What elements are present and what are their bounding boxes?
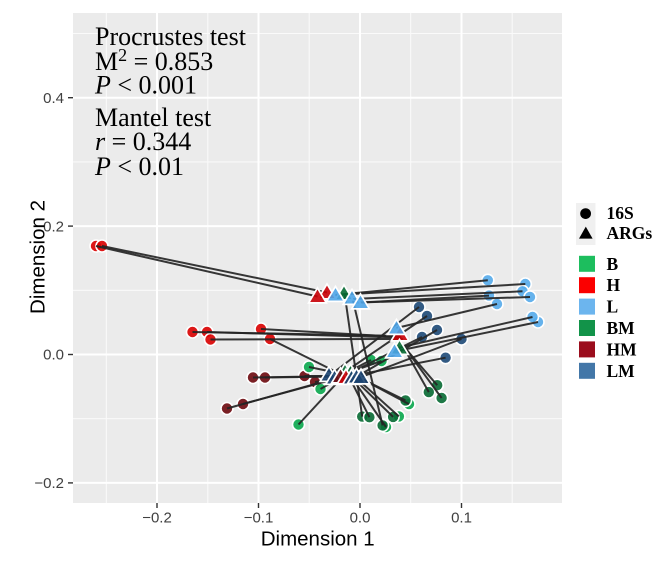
- svg-text:M2 = 0.853: M2 = 0.853: [95, 45, 213, 76]
- svg-text:Dimension 1: Dimension 1: [261, 528, 375, 551]
- svg-text:L: L: [607, 297, 619, 317]
- svg-text:Procrustes test: Procrustes test: [95, 22, 247, 51]
- svg-text:0.2: 0.2: [43, 218, 64, 235]
- svg-text:HM: HM: [607, 339, 638, 359]
- svg-text:P < 0.01: P < 0.01: [94, 152, 184, 181]
- svg-text:H: H: [607, 275, 621, 295]
- svg-text:r = 0.344: r = 0.344: [95, 127, 191, 156]
- svg-text:−0.1: −0.1: [244, 510, 274, 527]
- svg-text:−0.2: −0.2: [142, 510, 172, 527]
- svg-text:B: B: [607, 254, 619, 274]
- svg-text:0.1: 0.1: [451, 510, 472, 527]
- svg-text:LM: LM: [607, 361, 636, 381]
- svg-text:0.0: 0.0: [43, 347, 64, 364]
- svg-text:0.0: 0.0: [350, 510, 371, 527]
- svg-text:BM: BM: [607, 318, 636, 338]
- svg-text:ARGs: ARGs: [607, 223, 653, 243]
- svg-text:−0.2: −0.2: [34, 475, 64, 492]
- svg-text:16S: 16S: [607, 203, 634, 223]
- svg-text:Mantel test: Mantel test: [95, 103, 212, 132]
- svg-text:Dimension 2: Dimension 2: [27, 200, 50, 314]
- svg-text:P < 0.001: P < 0.001: [94, 71, 197, 100]
- svg-text:0.4: 0.4: [43, 90, 64, 107]
